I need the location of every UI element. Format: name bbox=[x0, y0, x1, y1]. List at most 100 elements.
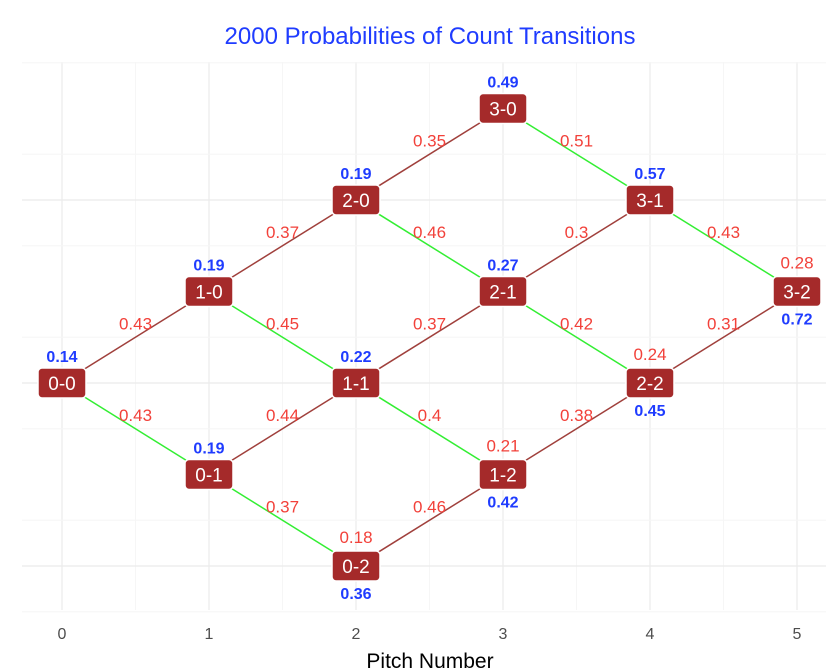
x-tick-label: 5 bbox=[793, 626, 802, 643]
node-probability-label: 0.45 bbox=[634, 403, 665, 420]
count-node: 0-0 bbox=[37, 367, 87, 399]
node-probability-label: 0.27 bbox=[487, 258, 518, 275]
transition-probability-label: 0.37 bbox=[266, 497, 299, 516]
count-node-box bbox=[772, 275, 822, 308]
transition-probability-label: 0.43 bbox=[119, 314, 152, 333]
transition-probability-label: 0.46 bbox=[413, 223, 446, 242]
transition-edges bbox=[61, 107, 798, 567]
transition-edge-ball bbox=[61, 290, 210, 384]
transition-edge-ball bbox=[208, 199, 357, 293]
node-probability-label: 0.19 bbox=[340, 166, 371, 183]
transition-probability-label: 0.42 bbox=[560, 314, 593, 333]
count-node-box bbox=[625, 184, 675, 216]
x-axis-ticks: 0 1 2 3 4 5 bbox=[58, 626, 802, 643]
count-node: 3-1 bbox=[625, 184, 675, 216]
count-node-box bbox=[37, 367, 87, 399]
count-node-label: 1-1 bbox=[342, 374, 369, 395]
transition-probability-label: 0.43 bbox=[707, 223, 740, 242]
node-probability-label: 0.72 bbox=[781, 312, 812, 329]
count-node-box bbox=[478, 458, 528, 491]
transition-edge-strike bbox=[208, 290, 357, 384]
count-node: 1-2 bbox=[478, 458, 528, 491]
count-node-label: 2-2 bbox=[636, 374, 663, 395]
count-node-label: 2-0 bbox=[342, 191, 369, 212]
transition-probability-label: 0.43 bbox=[119, 406, 152, 425]
count-node-box bbox=[478, 92, 528, 125]
transition-edge-strike bbox=[355, 199, 504, 293]
transition-edge-ball bbox=[502, 382, 651, 476]
count-node-label: 1-2 bbox=[489, 466, 516, 487]
count-node-box bbox=[478, 275, 528, 308]
transition-probability-label: 0.38 bbox=[560, 406, 593, 425]
node-probability-label: 0.42 bbox=[487, 495, 518, 512]
count-nodes: 0-0 1-0 0-1 2-0 1-1 0-2 3-0 2-1 1-2 3-1 2-2 3-2 bbox=[37, 92, 822, 582]
node-probability-label: 0.22 bbox=[340, 349, 371, 366]
transition-edge-strike bbox=[208, 473, 357, 567]
transition-edge-strike bbox=[61, 382, 210, 476]
transition-labels: 0.43 0.43 0.37 0.45 0.44 0.37 0.35 0.46 0.37 0.4 0… bbox=[119, 131, 814, 547]
transition-probability-label: 0.51 bbox=[560, 131, 593, 150]
count-node: 0-2 bbox=[331, 550, 381, 582]
transition-edge-strike bbox=[649, 199, 798, 293]
count-node-box bbox=[625, 367, 675, 399]
node-probability-label: 0.14 bbox=[46, 349, 77, 366]
x-tick-label: 0 bbox=[58, 626, 67, 643]
count-node-label: 3-0 bbox=[489, 100, 516, 121]
transition-probability-label: 0.37 bbox=[266, 223, 299, 242]
transition-probability-label: 0.24 bbox=[633, 345, 666, 364]
transition-edge-ball bbox=[355, 473, 504, 567]
count-node-label: 0-1 bbox=[195, 466, 222, 487]
transition-probability-label: 0.37 bbox=[413, 314, 446, 333]
transition-probability-label: 0.3 bbox=[565, 223, 589, 242]
transition-edge-strike bbox=[355, 382, 504, 476]
count-node-box bbox=[331, 184, 381, 216]
count-node-label: 0-2 bbox=[342, 557, 369, 578]
x-tick-label: 3 bbox=[499, 626, 508, 643]
x-tick-label: 1 bbox=[205, 626, 214, 643]
count-node-label: 1-0 bbox=[195, 283, 222, 304]
transition-probability-label: 0.44 bbox=[266, 406, 299, 425]
count-node-label: 2-1 bbox=[489, 283, 516, 304]
count-node-box bbox=[331, 550, 381, 582]
transition-edge-ball bbox=[649, 290, 798, 384]
x-tick-label: 2 bbox=[352, 626, 361, 643]
x-axis-title: Pitch Number bbox=[366, 650, 493, 672]
transition-probability-label: 0.28 bbox=[780, 254, 813, 273]
count-node-box bbox=[184, 275, 234, 308]
node-probability-label: 0.49 bbox=[487, 75, 518, 92]
node-probability-label: 0.19 bbox=[193, 258, 224, 275]
count-node: 2-2 bbox=[625, 367, 675, 399]
node-probability-label: 0.19 bbox=[193, 441, 224, 458]
count-node-label: 3-2 bbox=[783, 283, 810, 304]
transition-probability-label: 0.18 bbox=[339, 528, 372, 547]
transition-edge-ball bbox=[355, 107, 504, 201]
count-node: 2-1 bbox=[478, 275, 528, 308]
x-tick-label: 4 bbox=[646, 626, 655, 643]
transition-edge-strike bbox=[502, 107, 651, 201]
grid-lines bbox=[22, 62, 826, 613]
count-node-label: 3-1 bbox=[636, 191, 663, 212]
count-node: 3-0 bbox=[478, 92, 528, 125]
transition-probability-label: 0.31 bbox=[707, 314, 740, 333]
node-probability-labels: 0.14 0.19 0.19 0.19 0.22 0.36 0.49 0.27 0.42 0.57… bbox=[46, 75, 812, 604]
count-node: 1-1 bbox=[331, 367, 381, 399]
transition-probability-label: 0.46 bbox=[413, 497, 446, 516]
chart-title: 2000 Probabilities of Count Transitions bbox=[225, 23, 636, 50]
count-node: 1-0 bbox=[184, 275, 234, 308]
transition-edge-ball bbox=[355, 290, 504, 384]
transition-probability-label: 0.4 bbox=[418, 406, 442, 425]
transition-edge-strike bbox=[502, 290, 651, 384]
transition-probability-label: 0.45 bbox=[266, 314, 299, 333]
transition-probability-label: 0.35 bbox=[413, 131, 446, 150]
count-node-box bbox=[184, 458, 234, 491]
count-node-box bbox=[331, 367, 381, 399]
transition-edge-ball bbox=[208, 382, 357, 476]
node-probability-label: 0.57 bbox=[634, 166, 665, 183]
count-node: 0-1 bbox=[184, 458, 234, 491]
count-node: 2-0 bbox=[331, 184, 381, 216]
count-node-label: 0-0 bbox=[48, 374, 75, 395]
count-node: 3-2 bbox=[772, 275, 822, 308]
node-probability-label: 0.36 bbox=[340, 586, 371, 603]
